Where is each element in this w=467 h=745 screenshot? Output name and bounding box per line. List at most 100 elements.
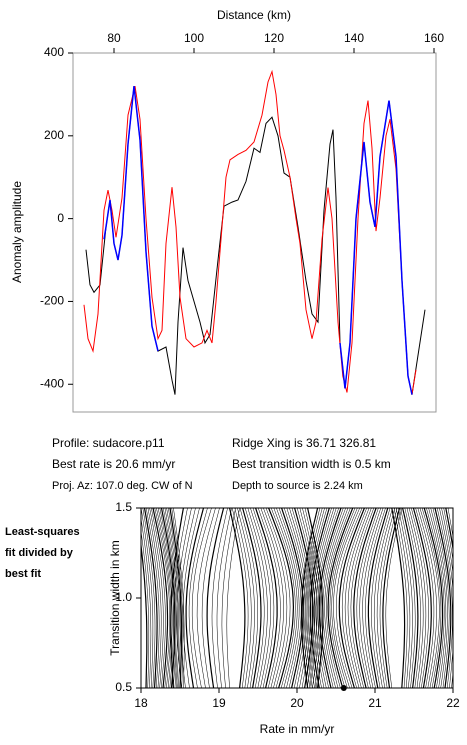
contour-line [436, 508, 453, 688]
contour-line [151, 508, 166, 688]
y-tick-label: 1.0 [115, 590, 132, 604]
contour-line [419, 508, 440, 688]
contour-line [393, 508, 408, 688]
contour-line [142, 508, 156, 688]
contour-line [201, 508, 220, 688]
x-tick-label: 100 [184, 31, 204, 45]
contour-line [171, 508, 184, 688]
contour-line [373, 508, 393, 688]
contour-line [239, 508, 258, 688]
contour-line [391, 508, 406, 688]
contour-line [371, 508, 391, 688]
contour-line [362, 508, 384, 688]
y-tick-label: 0 [57, 211, 64, 225]
data-line [83, 69, 417, 395]
contour-line [359, 508, 382, 688]
y-axis-title: Anomaly amplitude [10, 181, 24, 283]
contour-line [141, 540, 148, 688]
y-tick-label: 0.5 [115, 680, 132, 694]
contour-lines [141, 508, 453, 688]
contour-line [400, 508, 416, 688]
contour-line [306, 508, 325, 688]
contour-line [376, 508, 396, 688]
contour-line [320, 508, 344, 688]
y-tick-label: -200 [40, 294, 64, 308]
contour-line [404, 508, 421, 688]
contour-line [164, 508, 178, 688]
contour-line [308, 508, 328, 688]
contour-line [278, 508, 302, 688]
contour-line [408, 508, 427, 688]
contour-line [250, 508, 271, 688]
info: Profile: sudacore.p11 [52, 436, 165, 450]
contour-line [412, 508, 432, 688]
contour-line [141, 516, 152, 688]
contour-line [318, 508, 342, 688]
contour-line [283, 508, 306, 688]
y-tick-label: 1.5 [115, 500, 132, 514]
contour-line [428, 508, 447, 688]
contour-line [179, 508, 196, 688]
contour-line [141, 508, 154, 688]
info: Best rate is 20.6 mm/yr [52, 457, 175, 471]
contour-line [347, 508, 372, 688]
contour-line [385, 508, 403, 688]
contour-line [268, 508, 295, 688]
contour-line [331, 508, 358, 688]
contour-line [289, 508, 310, 688]
contour-line [257, 508, 281, 688]
contour-line [265, 508, 291, 688]
contour-line [185, 508, 205, 688]
contour-line [176, 508, 192, 688]
x-tick-label: 140 [344, 31, 364, 45]
contour-line [426, 508, 445, 688]
contour-line [281, 508, 304, 688]
contour-line [237, 508, 255, 688]
contour-line [263, 508, 288, 688]
contour-line [417, 508, 437, 688]
x-tick-label: 22 [446, 696, 460, 710]
contour-line [191, 508, 212, 688]
x-tick-label: 19 [212, 696, 226, 710]
contour-line [166, 508, 180, 688]
contour-line [244, 508, 265, 688]
note: best fit [5, 568, 41, 580]
x-tick-label: 80 [107, 31, 121, 45]
contour-line [273, 508, 298, 688]
contour-line [247, 508, 268, 688]
contour-line [173, 508, 188, 688]
note: Least-squares [5, 526, 80, 538]
x-axis-title: Rate in mm/yr [260, 722, 335, 736]
contour-line [255, 508, 278, 688]
contour-line [156, 508, 172, 688]
contour-line [221, 508, 236, 688]
contour-line [336, 508, 363, 688]
contour-line [356, 508, 379, 688]
contour-line [260, 508, 284, 688]
contour-line [312, 508, 332, 688]
contour-line [367, 508, 389, 688]
contour-line [168, 508, 181, 688]
contour-line [206, 508, 225, 688]
info: Best transition width is 0.5 km [232, 457, 391, 471]
contour-line [149, 508, 164, 688]
contour-line [234, 508, 252, 688]
info: Proj. Az: 107.0 deg. CW of N [52, 480, 193, 492]
contour-line [379, 508, 398, 688]
plot-frame [72, 52, 437, 413]
y-tick-label: 400 [44, 45, 64, 59]
x-tick-label: 20 [290, 696, 304, 710]
contour-line [439, 508, 453, 688]
contour-line [170, 508, 184, 688]
contour-line [286, 508, 308, 688]
contour-line [309, 508, 330, 688]
contour-line [173, 508, 185, 688]
contour-line [143, 508, 158, 688]
contour-line [229, 508, 246, 688]
note: fit divided by [5, 547, 74, 559]
contour-line [182, 508, 200, 688]
contour-line [423, 508, 444, 688]
y-tick-label: -400 [40, 376, 64, 390]
contour-line [430, 508, 448, 688]
